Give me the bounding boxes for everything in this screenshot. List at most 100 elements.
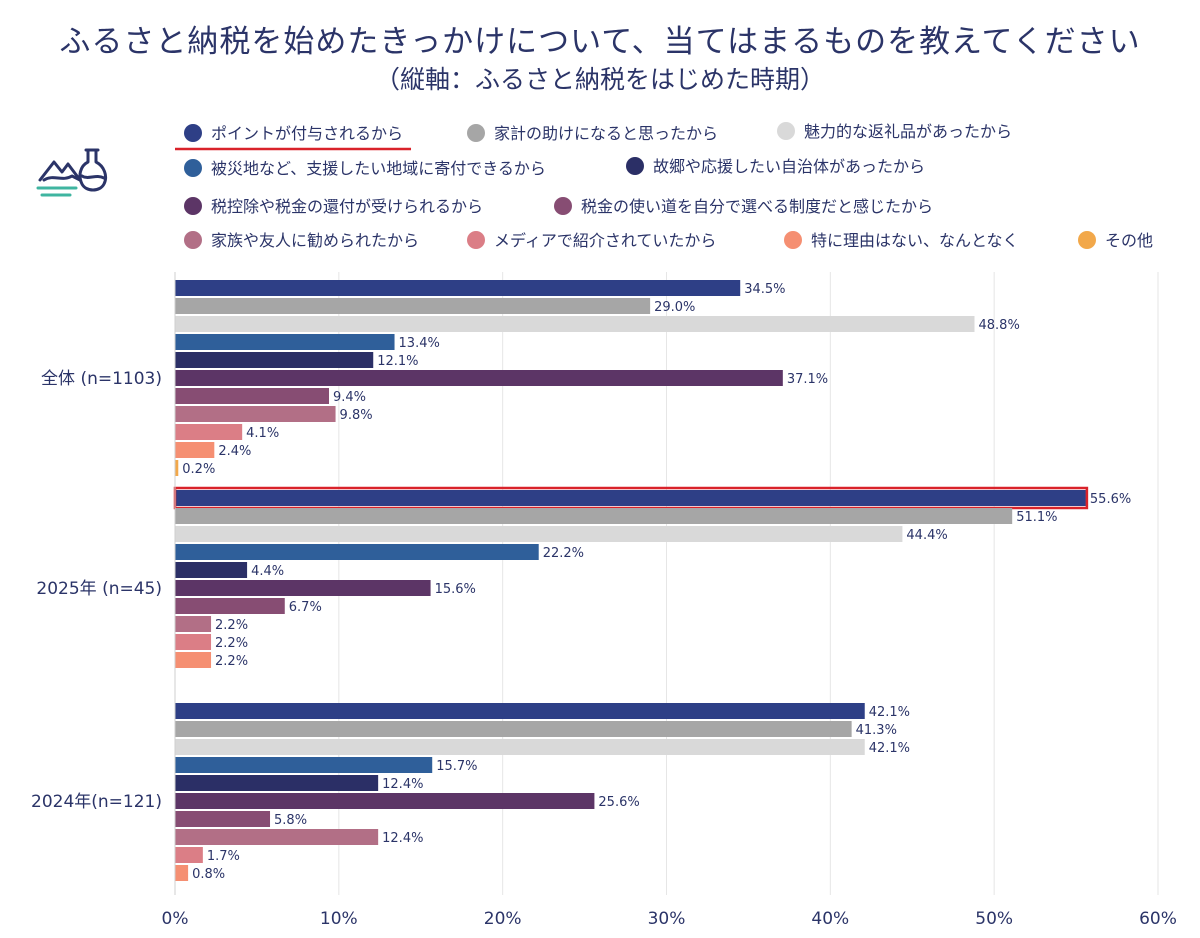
bar-value-label: 9.4%: [333, 390, 366, 405]
chart-title: ふるさと納税を始めたきっかけについて、当てはまるものを教えてください: [59, 24, 1141, 60]
legend-label: 家計の助けになると思ったから: [494, 124, 718, 143]
legend-label: 税金の使い道を自分で選べる制度だと感じたから: [581, 197, 933, 216]
bar-value-label: 25.6%: [598, 795, 639, 810]
chart-subtitle: （縦軸：ふるさと納税をはじめた時期）: [374, 65, 825, 94]
bar-value-label: 22.2%: [543, 546, 584, 561]
bar: [175, 424, 243, 440]
legend-swatch: [626, 157, 644, 175]
bar: [175, 490, 1086, 506]
bar-value-label: 6.7%: [289, 600, 322, 615]
legend-item: 特に理由はない、なんとなく: [784, 231, 1019, 250]
bar: [175, 775, 379, 791]
legend-item: 魅力的な返礼品があったから: [777, 122, 1012, 141]
bar: [175, 316, 975, 332]
bar-value-label: 15.6%: [435, 582, 476, 597]
x-tick-label: 60%: [1139, 909, 1177, 929]
category-label: 2024年(n=121): [31, 792, 162, 812]
bar-value-label: 0.2%: [182, 462, 215, 477]
category-label: 2025年 (n=45): [36, 579, 162, 599]
bar: [175, 352, 374, 368]
bar: [175, 634, 212, 650]
x-tick-label: 40%: [811, 909, 849, 929]
bar-value-label: 1.7%: [207, 849, 240, 864]
bar: [175, 616, 212, 632]
legend-label: ポイントが付与されるから: [211, 124, 403, 143]
bar-value-label: 29.0%: [654, 300, 695, 315]
legend-swatch: [184, 197, 202, 215]
legend-item: 税金の使い道を自分で選べる制度だと感じたから: [554, 197, 933, 216]
bar: [175, 460, 179, 476]
category-label: 全体 (n=1103): [41, 369, 162, 389]
x-tick-label: 0%: [162, 909, 189, 929]
x-tick-label: 50%: [975, 909, 1013, 929]
bar: [175, 829, 379, 845]
legend-swatch: [184, 159, 202, 177]
legend-label: メディアで紹介されていたから: [494, 231, 716, 250]
bar: [175, 580, 431, 596]
bar-value-label: 37.1%: [787, 372, 828, 387]
bar: [175, 739, 865, 755]
x-axis: 0% 10% 20% 30% 40% 50% 60%: [162, 272, 1177, 929]
bar-value-label: 34.5%: [744, 282, 785, 297]
bar-value-label: 12.4%: [382, 831, 423, 846]
bar: [175, 298, 651, 314]
bar: [175, 793, 595, 809]
legend-item: 税控除や税金の還付が受けられるから: [184, 197, 483, 216]
bar-value-label: 48.8%: [979, 318, 1020, 333]
legend-swatch: [467, 231, 485, 249]
legend-item: 被災地など、支援したい地域に寄付できるから: [184, 159, 546, 178]
bar: [175, 652, 212, 668]
bar: [175, 508, 1013, 524]
legend-item: その他: [1078, 231, 1153, 250]
y-axis-categories: 全体 (n=1103) 2025年 (n=45) 2024年(n=121): [31, 369, 162, 812]
legend-label: 特に理由はない、なんとなく: [811, 231, 1019, 250]
legend-swatch: [184, 231, 202, 249]
legend-label: 故郷や応援したい自治体があったから: [653, 157, 925, 176]
bar: [175, 280, 741, 296]
bar: [175, 757, 433, 773]
legend-label: 魅力的な返礼品があったから: [804, 122, 1012, 141]
bar-value-label: 2.2%: [215, 636, 248, 651]
bar-value-label: 2.2%: [215, 654, 248, 669]
legend-item: 故郷や応援したい自治体があったから: [626, 157, 925, 176]
legend-swatch: [784, 231, 802, 249]
bar: [175, 388, 330, 404]
lab-flask-landscape-icon: [36, 148, 108, 197]
bar-value-label: 41.3%: [856, 723, 897, 738]
legend-item: メディアで紹介されていたから: [467, 231, 716, 250]
bar: [175, 406, 336, 422]
bar-value-label: 4.4%: [251, 564, 284, 579]
x-tick-label: 20%: [484, 909, 522, 929]
bar-value-label: 13.4%: [399, 336, 440, 351]
bar: [175, 847, 203, 863]
bar: [175, 526, 903, 542]
legend-item: 家族や友人に勧められたから: [184, 231, 419, 250]
bar-value-label: 4.1%: [246, 426, 279, 441]
bar-value-label: 15.7%: [436, 759, 477, 774]
bar-value-label: 0.8%: [192, 867, 225, 882]
bar-value-label: 12.1%: [377, 354, 418, 369]
bar: [175, 703, 865, 719]
legend-label: 税控除や税金の還付が受けられるから: [211, 197, 483, 216]
bar: [175, 865, 189, 881]
bar: [175, 721, 852, 737]
bar-value-label: 42.1%: [869, 741, 910, 756]
legend-item: 家計の助けになると思ったから: [467, 124, 718, 143]
legend-swatch: [554, 197, 572, 215]
bar-value-label: 12.4%: [382, 777, 423, 792]
legend-label: 被災地など、支援したい地域に寄付できるから: [211, 159, 546, 178]
bar-value-label: 2.4%: [218, 444, 251, 459]
legend-label: その他: [1105, 231, 1153, 250]
bar-value-label: 5.8%: [274, 813, 307, 828]
legend-swatch: [1078, 231, 1096, 249]
bar-value-label: 55.6%: [1090, 492, 1131, 507]
legend-swatch: [777, 122, 795, 140]
bar: [175, 811, 271, 827]
x-tick-label: 30%: [648, 909, 686, 929]
bar-value-label: 9.8%: [340, 408, 373, 423]
legend-label: 家族や友人に勧められたから: [211, 231, 419, 250]
bar: [175, 370, 783, 386]
bar: [175, 334, 395, 350]
bar: [175, 562, 248, 578]
